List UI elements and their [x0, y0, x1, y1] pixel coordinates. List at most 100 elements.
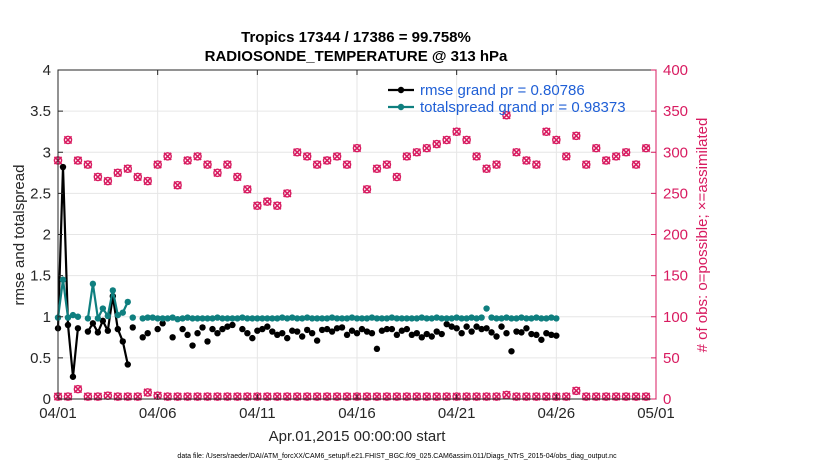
obs-assimilated-marker	[631, 160, 641, 169]
obs-possible-marker	[193, 152, 202, 161]
series-point-rmse	[124, 361, 131, 368]
series-point-rmse	[498, 323, 505, 330]
series-point-rmse	[483, 325, 490, 332]
series-point-rmse	[553, 332, 560, 339]
obs-assimilated-stroke	[73, 384, 83, 394]
obs-possible-marker	[581, 160, 591, 169]
obs-assimilated-marker	[382, 160, 392, 169]
series-point-spread	[458, 315, 465, 322]
obs-possible-low-marker	[422, 392, 432, 401]
y-tick-label-right: 150	[663, 268, 688, 285]
series-point-rmse	[468, 328, 475, 335]
x-axis-label: Apr.01,2015 00:00:00 start	[269, 428, 447, 445]
obs-assimilated-marker	[532, 160, 541, 169]
obs-assimilated-marker	[243, 185, 252, 194]
obs-possible-low-marker	[332, 392, 342, 401]
obs-assimilated-stroke	[532, 160, 541, 169]
series-point-rmse	[154, 325, 161, 333]
series-point-rmse	[333, 325, 341, 332]
obs-assimilated-stroke	[621, 148, 631, 157]
obs-possible-marker	[562, 152, 571, 161]
series-point-rmse	[194, 330, 201, 337]
obs-possible-marker	[492, 160, 501, 169]
series-point-rmse	[114, 325, 122, 333]
series-point-rmse	[528, 330, 535, 338]
chart-subtitle: RADIOSONDE_TEMPERATURE @ 313 hPa	[205, 48, 508, 65]
series-point-spread	[59, 276, 67, 283]
obs-possible-marker	[552, 135, 561, 145]
series-point-spread	[114, 311, 122, 319]
series-point-rmse	[308, 330, 316, 337]
obs-assimilated-marker	[582, 160, 591, 169]
obs-possible-marker	[163, 152, 172, 161]
series-point-rmse	[94, 329, 102, 336]
series-point-spread	[244, 315, 251, 322]
obs-assimilated-marker	[452, 127, 461, 136]
obs-possible-marker	[173, 180, 182, 190]
obs-possible-marker	[233, 172, 242, 182]
series-point-spread	[164, 315, 171, 322]
series-point-spread	[194, 315, 201, 322]
obs-assimilated-stroke	[542, 127, 551, 136]
series-point-rmse	[493, 333, 500, 340]
obs-assimilated-marker	[332, 152, 342, 161]
obs-possible-marker	[292, 147, 302, 157]
obs-possible-low-marker	[63, 392, 73, 401]
series-point-spread	[224, 315, 231, 322]
series-point-spread	[438, 315, 445, 322]
obs-possible-low-marker	[262, 392, 272, 401]
obs-assimilated-stroke	[462, 135, 471, 145]
obs-assimilated-marker	[153, 160, 162, 169]
obs-possible-low-marker	[143, 388, 152, 397]
obs-assimilated-marker	[163, 152, 172, 161]
obs-possible-marker	[362, 184, 372, 194]
legend-spread-label: totalspread grand pr = 0.98373	[420, 99, 626, 116]
obs-possible-marker	[382, 160, 392, 169]
obs-assimilated-stroke	[611, 152, 621, 161]
obs-assimilated-stroke	[273, 201, 282, 210]
obs-assimilated-stroke	[641, 143, 651, 153]
obs-possible-marker	[332, 152, 342, 161]
obs-possible-low-marker	[193, 392, 202, 401]
series-point-rmse	[548, 331, 555, 339]
series-point-rmse	[503, 330, 510, 337]
obs-assimilated-marker	[472, 152, 481, 161]
obs-assimilated-marker	[611, 152, 621, 161]
series-point-spread	[84, 315, 92, 322]
series-point-rmse	[398, 327, 406, 334]
obs-assimilated-stroke	[442, 135, 451, 145]
obs-possible-low-marker	[611, 392, 621, 401]
series-point-rmse	[303, 326, 311, 334]
y-tick-label-left: 4	[43, 62, 51, 79]
obs-possible-marker	[432, 139, 442, 149]
obs-assimilated-stroke	[133, 172, 142, 182]
series-point-rmse	[448, 323, 455, 330]
x-tick-label: 04/01	[39, 405, 77, 422]
series-point-spread	[274, 315, 281, 322]
series-point-rmse	[358, 325, 366, 333]
obs-possible-marker	[322, 156, 332, 165]
series-point-spread	[468, 314, 475, 321]
obs-assimilated-stroke	[153, 160, 162, 169]
obs-possible-low-marker	[282, 392, 292, 401]
y-tick-label-right: 200	[663, 227, 688, 244]
obs-assimilated-stroke	[203, 160, 212, 169]
chart-title: Tropics 17344 / 17386 = 99.758%	[241, 29, 471, 46]
series-point-rmse	[523, 325, 530, 332]
obs-assimilated-marker	[412, 148, 421, 157]
series-point-spread	[279, 314, 286, 321]
obs-assimilated-marker	[372, 164, 382, 173]
obs-assimilated-low-marker	[143, 388, 152, 397]
series-point-rmse	[104, 327, 112, 334]
legend-rmse-marker	[397, 86, 405, 94]
obs-possible-marker	[262, 197, 272, 206]
series-point-spread	[383, 315, 391, 322]
obs-possible-low-marker	[382, 392, 392, 401]
x-tick-label: 04/16	[338, 405, 376, 422]
series-point-rmse	[89, 320, 97, 327]
series-point-spread	[269, 315, 276, 322]
series-point-rmse	[328, 328, 336, 335]
obs-possible-marker	[601, 156, 611, 165]
series-point-spread	[493, 315, 500, 322]
